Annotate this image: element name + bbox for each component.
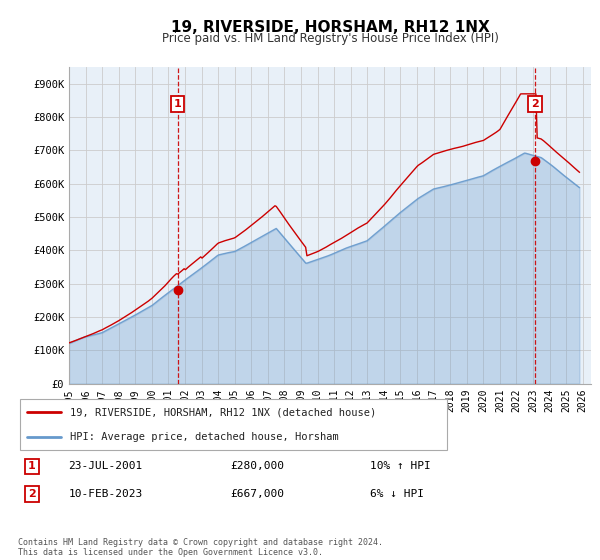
Text: £280,000: £280,000	[230, 461, 284, 472]
Text: £667,000: £667,000	[230, 489, 284, 499]
FancyBboxPatch shape	[20, 399, 447, 450]
Text: 10% ↑ HPI: 10% ↑ HPI	[370, 461, 430, 472]
Text: 23-JUL-2001: 23-JUL-2001	[68, 461, 142, 472]
Text: 6% ↓ HPI: 6% ↓ HPI	[370, 489, 424, 499]
Text: 2: 2	[28, 489, 36, 499]
Text: 1: 1	[173, 99, 181, 109]
Text: HPI: Average price, detached house, Horsham: HPI: Average price, detached house, Hors…	[70, 432, 338, 442]
Text: 10-FEB-2023: 10-FEB-2023	[68, 489, 142, 499]
Text: 19, RIVERSIDE, HORSHAM, RH12 1NX (detached house): 19, RIVERSIDE, HORSHAM, RH12 1NX (detach…	[70, 408, 376, 418]
Text: Contains HM Land Registry data © Crown copyright and database right 2024.
This d: Contains HM Land Registry data © Crown c…	[18, 538, 383, 557]
Text: 1: 1	[28, 461, 36, 472]
Text: 2: 2	[531, 99, 539, 109]
Text: Price paid vs. HM Land Registry's House Price Index (HPI): Price paid vs. HM Land Registry's House …	[161, 32, 499, 45]
Text: 19, RIVERSIDE, HORSHAM, RH12 1NX: 19, RIVERSIDE, HORSHAM, RH12 1NX	[170, 20, 490, 35]
